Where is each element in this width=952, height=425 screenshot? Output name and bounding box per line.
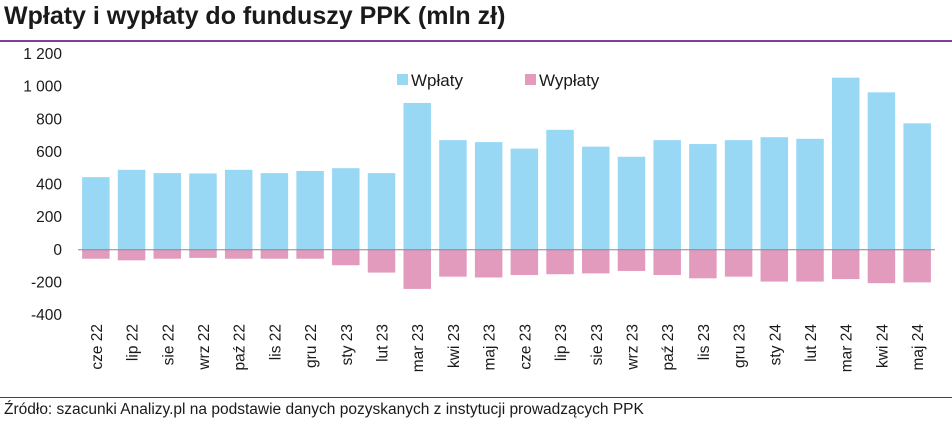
x-tick-label: gru 22	[303, 324, 320, 368]
x-axis: cze 22 lip 22 sie 22 wrz 22 paź 22 lis 22 gru …	[89, 324, 927, 373]
bar-wplaty	[474, 142, 503, 250]
bar-wplaty	[689, 144, 717, 250]
x-tick-label: lut 23	[375, 324, 392, 362]
x-tick-label: sie 22	[160, 324, 177, 365]
x-tick-label: sie 23	[589, 324, 606, 365]
y-tick-label: 0	[53, 242, 62, 259]
x-tick-label: lip 22	[125, 324, 142, 361]
bar-wplaty	[367, 173, 396, 250]
title-rule	[0, 40, 952, 42]
bar-wyplaty	[653, 249, 681, 276]
bar-wplaty	[153, 173, 182, 250]
bar-wplaty	[831, 77, 860, 250]
bar-wplaty	[296, 170, 324, 250]
y-tick-label: -200	[31, 274, 62, 291]
bar-wyplaty	[117, 249, 146, 261]
x-tick-label: kwi 24	[874, 324, 891, 368]
bar-wplaty	[796, 138, 824, 250]
bar-wyplaty	[474, 249, 503, 278]
bar-wyplaty	[867, 249, 896, 284]
x-tick-label: cze 22	[89, 324, 106, 370]
bar-wyplaty	[224, 249, 253, 259]
bar-chart: 1 200 1 000 800 600 400 200 0 -200 -400 cze 22 li…	[23, 46, 935, 373]
bar-wplaty	[332, 168, 360, 250]
bar-wyplaty	[367, 249, 396, 273]
legend: Wpłaty Wypłaty	[397, 71, 600, 90]
bar-wplaty	[510, 148, 539, 250]
bar-wyplaty	[82, 249, 110, 259]
y-tick-label: 1 000	[23, 79, 62, 96]
x-tick-label: maj 24	[910, 324, 927, 371]
bar-wplaty	[653, 140, 681, 250]
x-tick-label: lip 23	[553, 324, 570, 361]
bar-wplaty	[224, 169, 253, 250]
bar-wplaty	[724, 140, 753, 250]
bar-wplaty	[582, 146, 610, 250]
x-tick-label: cze 23	[517, 324, 534, 370]
bar-wyplaty	[831, 249, 860, 280]
bar-wplaty	[439, 140, 467, 250]
x-tick-label: kwi 23	[446, 324, 463, 368]
y-tick-label: 400	[36, 177, 62, 194]
x-tick-label: paź 23	[660, 324, 677, 371]
x-tick-label: mar 24	[839, 324, 856, 373]
bar-wyplaty	[510, 249, 539, 276]
bar-wplaty	[903, 123, 931, 250]
bar-wyplaty	[546, 249, 574, 275]
bar-wplaty	[760, 137, 789, 250]
y-tick-label: 200	[36, 209, 62, 226]
bar-wyplaty	[903, 249, 931, 283]
source-note: Źródło: szacunki Analizy.pl na podstawie…	[4, 401, 644, 418]
legend-label-wyplaty: Wypłaty	[539, 71, 600, 90]
bar-wplaty	[403, 102, 431, 250]
x-tick-label: gru 23	[732, 324, 749, 368]
legend-label-wplaty: Wpłaty	[411, 71, 463, 90]
bar-wyplaty	[296, 249, 324, 259]
x-tick-label: lis 22	[267, 324, 284, 360]
x-tick-label: sty 23	[339, 324, 356, 365]
bar-wyplaty	[260, 249, 289, 259]
y-tick-label: 600	[36, 144, 62, 161]
y-tick-label: 800	[36, 111, 62, 128]
bar-wplaty	[260, 173, 289, 250]
y-axis: 1 200 1 000 800 600 400 200 0 -200 -400	[23, 46, 62, 324]
legend-swatch-wplaty	[397, 74, 408, 85]
bar-wyplaty	[189, 249, 217, 258]
bar-wplaty	[546, 129, 574, 250]
bar-wplaty	[82, 177, 110, 250]
bar-wyplaty	[689, 249, 717, 279]
bars	[78, 77, 935, 289]
legend-swatch-wyplaty	[525, 74, 536, 85]
x-tick-label: maj 23	[482, 324, 499, 371]
y-tick-label: 1 200	[23, 46, 62, 63]
bar-wyplaty	[403, 249, 431, 289]
bar-wyplaty	[617, 249, 646, 271]
bar-wyplaty	[439, 249, 467, 277]
y-tick-label: -400	[31, 307, 62, 324]
bar-wplaty	[867, 92, 896, 250]
x-tick-label: wrz 22	[196, 324, 213, 371]
source-rule	[0, 397, 952, 398]
bar-wplaty	[617, 156, 646, 250]
bar-wyplaty	[332, 249, 360, 266]
x-tick-label: sty 24	[767, 324, 784, 366]
bar-wyplaty	[724, 249, 753, 277]
bar-wyplaty	[153, 249, 182, 259]
bar-wplaty	[117, 169, 146, 250]
x-tick-label: mar 23	[410, 324, 427, 372]
bar-wyplaty	[760, 249, 789, 282]
x-tick-label: wrz 23	[624, 324, 641, 371]
bar-wyplaty	[796, 249, 824, 282]
bar-wyplaty	[582, 249, 610, 274]
x-tick-label: paź 22	[232, 324, 249, 371]
chart-title: Wpłaty i wypłaty do funduszy PPK (mln zł…	[4, 2, 506, 30]
x-tick-label: lut 24	[803, 324, 820, 362]
x-tick-label: lis 23	[696, 324, 713, 360]
bar-wplaty	[189, 173, 217, 250]
